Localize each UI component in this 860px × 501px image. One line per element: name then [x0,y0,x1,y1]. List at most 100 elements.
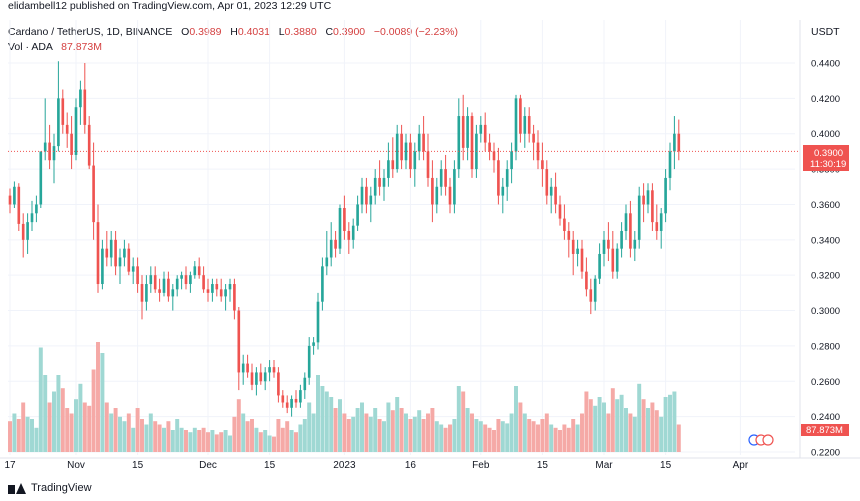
volume-bar [562,424,567,452]
volume-bar [439,424,444,452]
volume-bar [228,435,232,452]
candle-body [153,275,157,290]
volume-bar [109,413,114,452]
volume-bar [544,413,549,452]
volume-bar [624,408,628,452]
volume-bar [558,430,562,452]
volume-bar [518,402,523,452]
candle-body [514,98,518,152]
volume-bar [430,408,435,452]
volume-bar [505,423,510,452]
x-axis: 17 Nov 15 Dec 15 2023 16 Feb 15 Mar 15 Apr [0,457,860,471]
publisher-text: elidambell12 published on TradingView.co… [8,0,332,12]
volume-bar [553,427,558,452]
volume-bar [16,419,21,452]
volume-bar [368,416,373,452]
symbol-line: Cardano / TetherUS, 1D, BINANCE O0.3989 … [8,26,458,38]
volume-bar [663,397,668,452]
volume-line: Vol · ADA 87.873M [8,41,102,53]
candle-body [615,248,619,272]
volume-bar [148,413,153,452]
candle-body [580,248,584,272]
candle-body [607,239,610,249]
candle-body [409,142,412,170]
candle-body [118,257,122,267]
candle-body [175,278,179,290]
candle-body [39,151,43,205]
candle-body [431,177,434,205]
candle-body [549,186,553,196]
volume-bar [223,430,228,452]
price-tag-value: 0.3900 [814,148,843,159]
candle-body [101,248,104,285]
ohlc-open-label: O [181,26,190,38]
candle-body [268,367,271,373]
volume-bar [342,413,347,452]
candle-body [563,218,566,231]
price-tag-countdown: 11:30:19 [810,159,846,170]
y-tick-label: 0.4000 [811,129,840,140]
candle-body [96,222,100,285]
volume-bar [302,419,307,452]
volume-bar [386,402,391,452]
candle-body [61,98,65,125]
grid-lines [8,20,795,455]
volume-bar [474,419,479,452]
candle-body [387,160,390,178]
volume-bar [417,410,422,452]
ohlc-high-value: 0.4031 [237,26,270,38]
volume-bar [219,432,224,452]
candle-body [633,239,637,249]
volume-bar [478,421,483,452]
candle-body [109,239,113,258]
candle-body [435,186,439,205]
volume-bar [294,432,298,452]
candle-body [356,204,359,226]
volume-bar [602,402,606,452]
candlestick-chart[interactable]: 0.44000.42000.40000.38000.36000.34000.32… [0,0,860,480]
volume-bar [619,394,624,452]
volume-bar [338,399,342,452]
candle-body [83,89,87,125]
volume-value: 87.873M [61,41,102,53]
candle-body [87,124,91,166]
volume-bar [232,416,237,452]
y-axis: 0.44000.42000.40000.38000.36000.34000.32… [799,20,840,459]
volume-bar [500,421,505,452]
volume-bar [360,402,364,452]
volume-bar [566,427,571,452]
candle-body [664,177,667,214]
candle-body [483,124,487,143]
candle-body [140,284,144,302]
x-tick-label: 15 [132,460,144,471]
candle-body [197,266,201,276]
volume-bar [192,427,197,452]
candle-body [492,151,496,161]
volume-bar [162,427,166,452]
volume-bar [606,413,611,452]
candle-body [391,160,395,170]
x-tick-label: 15 [264,460,276,471]
volume-bar [610,388,615,452]
volume-bar [56,375,61,452]
y-tick-label: 0.3400 [811,235,840,246]
x-tick-label: Dec [199,460,217,471]
ohlc-open-value: 0.3989 [189,26,222,38]
volume-bar [236,399,241,452]
volume-bar [470,413,474,452]
candle-body [329,239,333,258]
volume-bar [298,424,303,452]
volume-bar [153,421,158,452]
event-icons[interactable] [748,434,774,446]
volume-bar [487,427,492,452]
candle-body [74,107,78,155]
candle-body [52,146,56,161]
candle-body [171,289,175,297]
volume-bar [443,427,448,452]
volume-bar [201,427,206,452]
candle-body [233,284,236,311]
volume-bar [311,413,316,452]
candle-body [17,186,21,224]
volume-bar [126,413,131,452]
candle-body [466,116,469,148]
